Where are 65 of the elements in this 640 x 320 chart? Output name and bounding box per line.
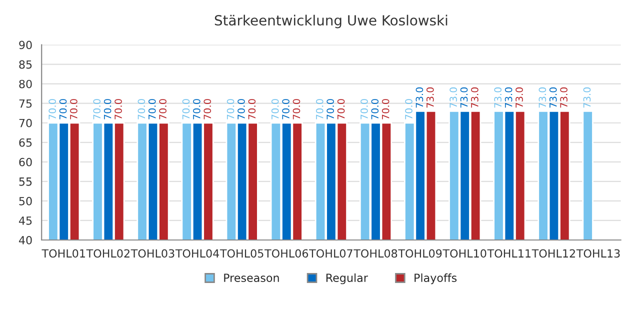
y-tick-label: 90 bbox=[19, 40, 32, 50]
y-tick-label: 65 bbox=[19, 138, 32, 147]
y-tick-label: 70 bbox=[19, 118, 32, 128]
data-label: 70.0 bbox=[93, 99, 101, 120]
data-label: 70.0 bbox=[326, 99, 334, 120]
y-tick-label: 40 bbox=[18, 236, 32, 244]
data-label: 70.0 bbox=[238, 99, 245, 120]
data-label: 70.0 bbox=[316, 99, 324, 120]
y-tick-label: 55 bbox=[19, 178, 32, 186]
data-label: 73.0 bbox=[549, 87, 557, 108]
x-tick-label: TOHL08 bbox=[354, 249, 398, 258]
data-label: 73.0 bbox=[494, 87, 502, 108]
data-label: 70.0 bbox=[59, 99, 67, 120]
x-tick-label: TOHL11 bbox=[487, 249, 530, 258]
x-tick-label: TOHL01 bbox=[42, 249, 85, 258]
data-label: 73.0 bbox=[560, 87, 568, 108]
data-label: 70.0 bbox=[193, 99, 200, 120]
data-label: 70.0 bbox=[271, 99, 279, 120]
data-label: 70.0 bbox=[148, 99, 156, 120]
data-label: 73.0 bbox=[504, 87, 512, 108]
x-tick-label: TOHL12 bbox=[532, 249, 575, 258]
data-label: 73.0 bbox=[460, 87, 468, 108]
legend-label: Playoffs bbox=[414, 273, 457, 284]
data-label: 73.0 bbox=[471, 87, 478, 108]
x-tick-label: TOHL07 bbox=[309, 249, 352, 258]
y-tick-label: 60 bbox=[19, 158, 32, 166]
x-tick-label: TOHL02 bbox=[86, 249, 130, 258]
chart-title: Stärkeentwicklung Uwe Koslowski bbox=[214, 14, 448, 28]
data-label: 70.0 bbox=[248, 99, 256, 120]
legend-label: Regular bbox=[326, 273, 368, 284]
data-label: 73.0 bbox=[416, 87, 424, 108]
data-label: 73.0 bbox=[538, 87, 546, 108]
data-label: 70.0 bbox=[204, 99, 212, 120]
data-label: 70.0 bbox=[138, 99, 146, 120]
y-tick-label: 85 bbox=[19, 60, 32, 69]
data-label: 70.0 bbox=[48, 99, 56, 120]
x-tick-label: TOHL06 bbox=[264, 249, 308, 258]
data-label: 70.0 bbox=[292, 99, 300, 120]
x-tick-label: TOHL09 bbox=[398, 249, 442, 258]
data-label: 70.0 bbox=[405, 99, 412, 120]
data-label: 70.0 bbox=[114, 99, 122, 120]
data-label: 70.0 bbox=[360, 99, 368, 120]
data-label: 73.0 bbox=[583, 87, 591, 108]
x-tick-label: TOHL04 bbox=[175, 249, 220, 258]
x-tick-label: TOHL13 bbox=[576, 249, 620, 258]
data-label: 73.0 bbox=[426, 87, 434, 108]
y-tick-label: 80 bbox=[19, 80, 32, 88]
data-label: 70.0 bbox=[104, 99, 112, 120]
data-label: 70.0 bbox=[382, 99, 390, 120]
y-tick-label: 45 bbox=[18, 216, 32, 225]
data-label: 73.0 bbox=[450, 87, 457, 108]
data-label: 70.0 bbox=[159, 99, 166, 120]
y-tick-label: 50 bbox=[19, 196, 32, 206]
data-label: 70.0 bbox=[282, 99, 290, 120]
data-label: 70.0 bbox=[182, 99, 190, 120]
x-tick-label: TOHL05 bbox=[220, 249, 264, 258]
data-label: 70.0 bbox=[337, 99, 345, 120]
x-tick-label: TOHL03 bbox=[130, 249, 174, 258]
y-tick-label: 75 bbox=[19, 99, 32, 108]
data-label: 70.0 bbox=[226, 99, 234, 120]
x-tick-label: TOHL10 bbox=[442, 249, 486, 258]
data-label: 70.0 bbox=[70, 99, 78, 120]
data-label: 70.0 bbox=[371, 99, 379, 120]
data-label: 73.0 bbox=[516, 87, 523, 108]
legend-label: Preseason bbox=[224, 274, 279, 282]
